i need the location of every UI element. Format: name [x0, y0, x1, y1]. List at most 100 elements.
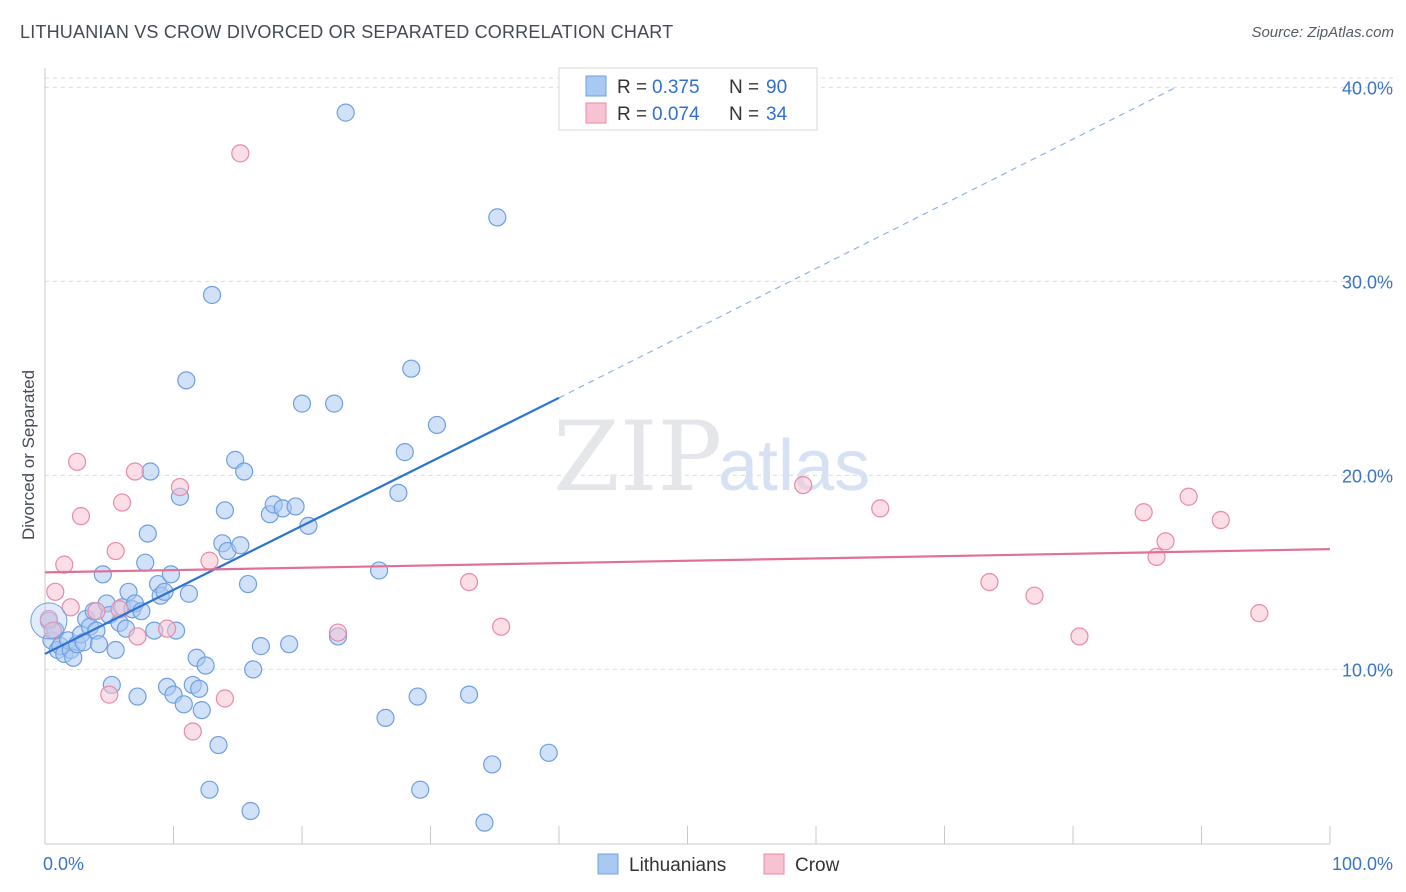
lithuanians-point-42 [174, 695, 193, 714]
lithuanians-point-16 [89, 635, 109, 654]
series-legend-swatch-lithuanians [597, 853, 619, 875]
crow-point-15 [170, 477, 190, 497]
crow-point-30 [1156, 532, 1175, 551]
x-tick-label-1: 100.0% [1332, 854, 1393, 874]
lithuanians-point-47 [190, 679, 209, 698]
crow-point-14 [157, 619, 177, 638]
crow-point-19 [231, 144, 250, 163]
lithuanians-trend-line [44, 396, 560, 655]
lithuanians-point-49 [196, 656, 215, 675]
lithuanians-point-84 [488, 208, 507, 227]
crow-point-26 [1025, 586, 1044, 605]
lithuanians-point-52 [209, 735, 228, 755]
lithuanians-point-76 [395, 443, 414, 462]
lithuanians-point-85 [539, 743, 558, 762]
y-tick-label-2: 30.0% [1342, 272, 1393, 292]
legend-r-label-1: R = [617, 77, 647, 98]
lithuanians-point-60 [241, 801, 260, 821]
crow-point-4 [61, 598, 80, 617]
lithuanians-point-66 [280, 635, 299, 654]
y-tick-label-1: 20.0% [1342, 466, 1393, 486]
lithuanians-point-83 [483, 755, 502, 774]
y-axis-label: Divorced or Separated [19, 370, 38, 540]
lithuanians-point-48 [192, 701, 211, 720]
crow-point-6 [71, 507, 91, 526]
crow-point-11 [112, 493, 132, 512]
watermark: ZIP atlas [553, 401, 870, 513]
lithuanians-point-62 [251, 637, 270, 656]
lithuanians-point-71 [325, 394, 344, 413]
crow-point-5 [68, 452, 87, 471]
lithuanians-point-28 [128, 687, 147, 706]
crow-point-24 [871, 499, 890, 518]
crow-point-29 [1147, 547, 1166, 566]
series-legend-label-crow: Crow [795, 855, 840, 876]
crow-point-33 [1250, 604, 1269, 623]
crow-point-27 [1070, 627, 1089, 646]
crow-trend-line [44, 548, 1331, 574]
y-tick-labels: 10.0% 20.0% 30.0% 40.0% [1342, 78, 1393, 680]
legend-swatch-crow [585, 102, 607, 124]
lithuanians-point-61 [244, 660, 263, 679]
y-tick-label-0: 10.0% [1342, 660, 1393, 680]
lithuanians-cluster-point [30, 602, 68, 640]
series-legend-swatch-crow [763, 853, 785, 875]
series-legend: Lithuanians Crow [597, 853, 840, 876]
lithuanians-trend-extension [558, 86, 1177, 399]
crow-point-32 [1211, 510, 1230, 530]
crow-point-22 [492, 617, 511, 636]
crow-point-7 [87, 602, 106, 621]
lithuanians-point-54 [215, 501, 234, 520]
stats-legend: R = 0.375 N = 90 R = 0.074 N = 34 [558, 67, 818, 131]
lithuanians-point-74 [376, 708, 395, 728]
crow-point-12 [125, 462, 145, 481]
crow-point-31 [1179, 487, 1198, 506]
crow-point-25 [980, 572, 999, 592]
lithuanians-point-30 [136, 553, 155, 572]
lithuanians-point-81 [459, 685, 479, 704]
legend-n-value-2: 34 [766, 104, 788, 125]
crow-point-9 [106, 541, 125, 561]
crow-point-8 [100, 685, 119, 704]
lithuanians-point-17 [93, 565, 112, 584]
lithuanians-point-82 [475, 813, 494, 832]
lithuanians-point-59 [238, 574, 258, 594]
crow-point-17 [200, 551, 219, 570]
crow-point-18 [215, 689, 234, 708]
lithuanians-point-58 [235, 462, 254, 481]
crow-point-2 [46, 582, 65, 601]
crow-point-13 [128, 627, 147, 646]
crow-point-20 [328, 623, 348, 642]
lithuanians-point-38 [161, 565, 181, 584]
y-tick-label-3: 40.0% [1342, 78, 1393, 98]
lithuanians-point-80 [427, 415, 447, 435]
crow-point-10 [110, 600, 129, 619]
lithuanians-point-32 [141, 462, 160, 481]
crow-point-1 [43, 621, 62, 640]
legend-n-label-1: N = [729, 77, 759, 98]
lithuanians-point-72 [336, 103, 355, 122]
lithuanians-point-78 [408, 687, 427, 706]
crow-point-23 [794, 476, 813, 495]
lithuanians-point-31 [138, 524, 157, 543]
watermark-zip: ZIP [553, 401, 722, 513]
legend-n-label-2: N = [729, 104, 759, 125]
lithuanians-point-67 [286, 497, 305, 516]
lithuanians-point-73 [370, 561, 389, 580]
crow-point-28 [1134, 503, 1153, 522]
lithuanians-point-43 [177, 371, 196, 390]
series-legend-label-lithuanians: Lithuanians [629, 855, 726, 876]
legend-n-value-1: 90 [766, 77, 787, 98]
crow-point-21 [459, 572, 479, 592]
crow-point-3 [55, 555, 74, 574]
x-tick-label-0: 0.0% [43, 854, 84, 874]
lithuanians-point-79 [411, 780, 430, 799]
legend-r-label-2: R = [617, 104, 647, 125]
legend-r-value-2: 0.074 [652, 104, 700, 125]
lithuanians-point-57 [231, 536, 250, 555]
trend-lines [44, 86, 1331, 655]
chart-title: LITHUANIAN VS CROW DIVORCED OR SEPARATED… [20, 22, 674, 42]
legend-swatch-lithuanians [585, 75, 607, 97]
legend-r-value-1: 0.375 [652, 77, 700, 98]
